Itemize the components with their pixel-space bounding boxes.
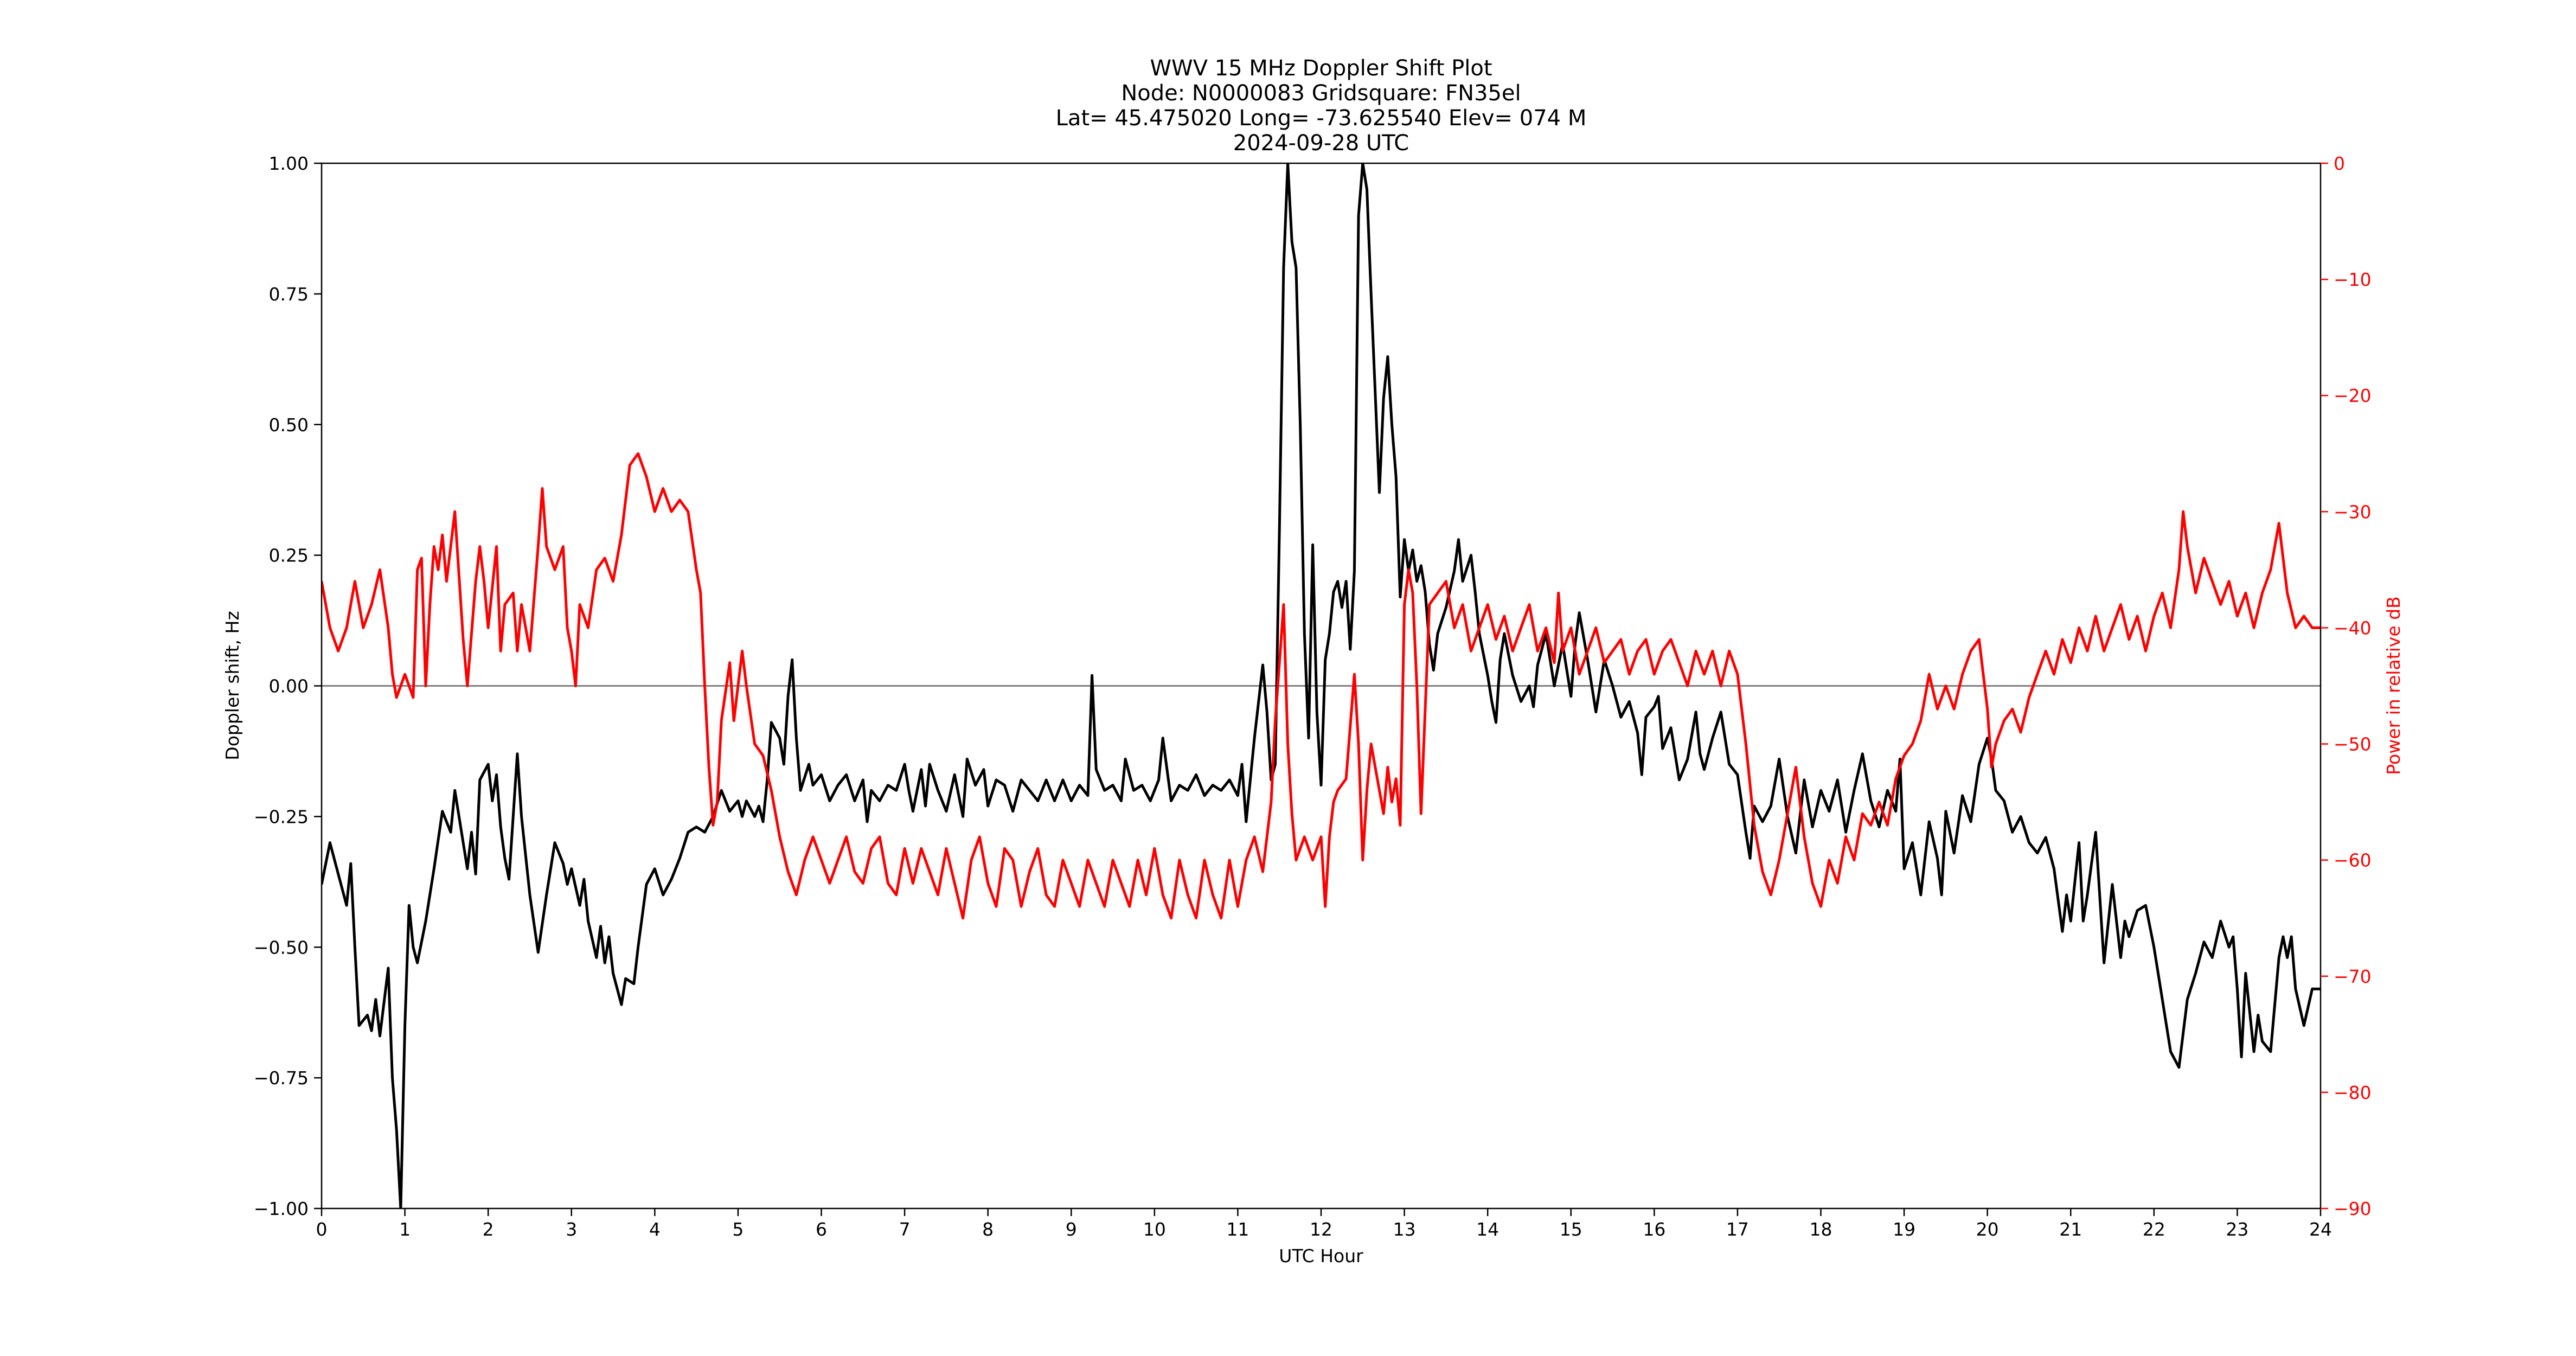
x-tick-label: 4: [649, 1219, 661, 1240]
x-tick-label: 11: [1226, 1219, 1249, 1240]
y2-axis-label: Power in relative dB: [2383, 596, 2404, 775]
x-tick-label: 5: [732, 1219, 744, 1240]
y2-tick-label: −70: [2334, 966, 2372, 987]
doppler-series-line: [322, 163, 2321, 1208]
y-tick-label: −0.75: [254, 1067, 309, 1089]
y2-tick-label: −20: [2334, 385, 2372, 406]
y2-axis-ticks: −90 −80 −70 −60 −50 −40 −30 −20 −10 0: [2321, 153, 2372, 1219]
y2-tick-label: −90: [2334, 1198, 2372, 1219]
y-axis-ticks: −1.00 −0.75 −0.50 −0.25 0.00 0.25 0.50 0.75 1.00: [254, 153, 322, 1219]
y-tick-label: −0.25: [254, 806, 309, 827]
x-tick-label: 17: [1726, 1219, 1749, 1240]
y2-tick-label: −80: [2334, 1082, 2372, 1103]
y-tick-label: 0.25: [269, 545, 309, 566]
y-axis-label: Doppler shift, Hz: [222, 611, 243, 760]
y-tick-label: −1.00: [254, 1198, 309, 1219]
y-tick-label: 0.50: [269, 414, 309, 436]
title-line-3: Lat= 45.475020 Long= -73.625540 Elev= 07…: [1056, 106, 1587, 131]
x-tick-label: 12: [1310, 1219, 1332, 1240]
y2-tick-label: −50: [2334, 734, 2372, 755]
x-tick-label: 0: [316, 1219, 328, 1240]
series-layer: [322, 163, 2321, 1208]
y-tick-label: −0.50: [254, 937, 309, 958]
chart-title: WWV 15 MHz Doppler Shift Plot Node: N000…: [1056, 56, 1587, 156]
title-line-1: WWV 15 MHz Doppler Shift Plot: [1150, 56, 1492, 81]
y-tick-label: 0.75: [269, 284, 309, 305]
y-tick-label: 1.00: [269, 153, 309, 174]
y2-tick-label: −30: [2334, 501, 2372, 522]
y2-tick-label: 0: [2334, 153, 2345, 174]
y2-tick-label: −10: [2334, 269, 2372, 290]
x-tick-label: 8: [982, 1219, 994, 1240]
x-tick-label: 14: [1476, 1219, 1499, 1240]
x-axis-label: UTC Hour: [1279, 1245, 1363, 1267]
x-axis-ticks: 0 1 2 3 4 5 6 7 8 9 10 11 12 13 14 15 16 17 18 19 20 21 22 23 24: [316, 1208, 2332, 1240]
x-tick-label: 19: [1893, 1219, 1915, 1240]
x-tick-label: 20: [1976, 1219, 1999, 1240]
x-tick-label: 15: [1560, 1219, 1582, 1240]
y-tick-label: 0.00: [269, 676, 309, 697]
x-tick-label: 16: [1643, 1219, 1665, 1240]
x-tick-label: 18: [1810, 1219, 1832, 1240]
x-tick-label: 9: [1066, 1219, 1077, 1240]
title-line-2: Node: N0000083 Gridsquare: FN35el: [1121, 81, 1521, 106]
x-tick-label: 3: [566, 1219, 577, 1240]
x-tick-label: 21: [2059, 1219, 2082, 1240]
x-tick-label: 10: [1143, 1219, 1166, 1240]
x-tick-label: 6: [816, 1219, 827, 1240]
power-series-line: [322, 452, 2321, 920]
title-line-4: 2024-09-28 UTC: [1233, 131, 1409, 156]
x-tick-label: 2: [483, 1219, 494, 1240]
x-tick-label: 22: [2143, 1219, 2165, 1240]
x-tick-label: 23: [2226, 1219, 2248, 1240]
x-tick-label: 24: [2309, 1219, 2332, 1240]
x-tick-label: 1: [399, 1219, 411, 1240]
y2-tick-label: −40: [2334, 617, 2372, 638]
y2-tick-label: −60: [2334, 850, 2372, 871]
x-tick-label: 7: [899, 1219, 911, 1240]
x-tick-label: 13: [1393, 1219, 1416, 1240]
